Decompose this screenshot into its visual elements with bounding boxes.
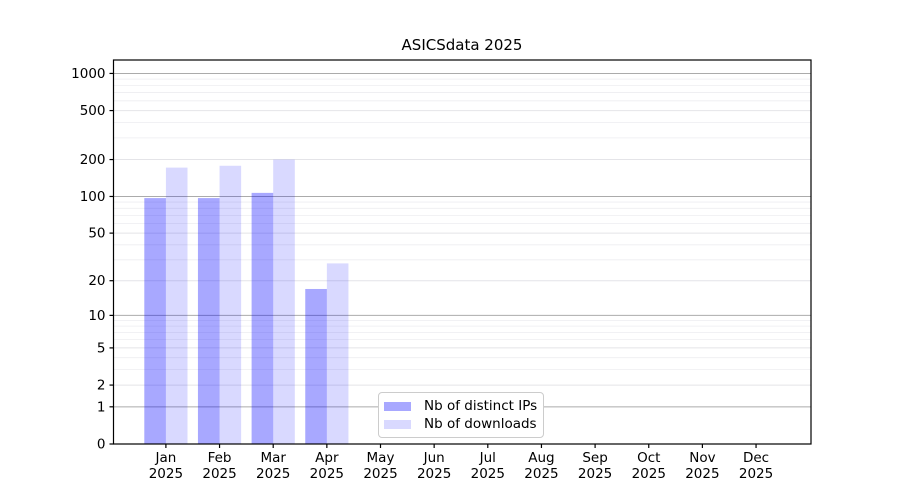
x-tick-label-year: 2025 xyxy=(310,466,344,482)
y-tick-label: 5 xyxy=(97,340,106,356)
x-tick-label-year: 2025 xyxy=(256,466,290,482)
x-tick-label-year: 2025 xyxy=(149,466,183,482)
x-tick-label-month: Mar xyxy=(260,450,286,466)
y-tick-label: 200 xyxy=(80,152,106,168)
axes-spines xyxy=(112,59,812,445)
y-tick-label: 1000 xyxy=(71,66,105,82)
bar-nb-of-downloads-apr xyxy=(326,263,349,444)
x-tick-label-month: Aug xyxy=(528,450,554,466)
x-tick-label-month: Nov xyxy=(689,450,715,466)
y-tick-label: 20 xyxy=(88,273,105,289)
legend-swatch-icon xyxy=(384,401,411,411)
x-tick-label-month: Jul xyxy=(479,450,496,466)
x-tick-label-month: Dec xyxy=(743,450,769,466)
chart-title: ASICSdata 2025 xyxy=(401,36,523,54)
bar-nb-of-distinct-ips-jan xyxy=(144,198,166,444)
x-tick-label-month: Feb xyxy=(208,450,232,466)
bar-nb-of-downloads-jan xyxy=(165,167,188,444)
legend-item: Nb of downloads xyxy=(384,415,541,433)
x-tick-label-year: 2025 xyxy=(685,466,719,482)
x-tick-label-month: Sep xyxy=(582,450,607,466)
y-tick-label: 1 xyxy=(97,399,106,415)
x-tick-label-year: 2025 xyxy=(578,466,612,482)
x-tick-label-month: Jan xyxy=(154,450,176,466)
x-tick-label-month: Jun xyxy=(423,450,445,466)
y-tick-label: 10 xyxy=(88,308,105,324)
x-tick-label-month: Oct xyxy=(637,450,660,466)
x-tick-label-year: 2025 xyxy=(632,466,666,482)
x-tick-label-year: 2025 xyxy=(417,466,451,482)
legend-box: Nb of distinct IPs Nb of downloads xyxy=(378,392,544,438)
y-tick-label: 100 xyxy=(80,189,106,205)
legend-label: Nb of distinct IPs xyxy=(424,398,538,414)
x-tick-label-year: 2025 xyxy=(524,466,558,482)
x-tick-label-year: 2025 xyxy=(471,466,505,482)
y-tick-label: 0 xyxy=(97,437,106,453)
y-tick-label: 2 xyxy=(97,378,106,394)
bar-nb-of-distinct-ips-apr xyxy=(305,288,327,444)
legend-swatch-icon xyxy=(384,419,411,429)
x-tick-label-month: Apr xyxy=(315,450,339,466)
x-tick-label-year: 2025 xyxy=(739,466,773,482)
legend-item: Nb of distinct IPs xyxy=(384,397,541,415)
x-tick-label-month: May xyxy=(367,450,395,466)
bar-nb-of-downloads-feb xyxy=(219,165,242,444)
bar-nb-of-distinct-ips-feb xyxy=(197,198,220,444)
y-tick-label: 500 xyxy=(80,103,106,119)
legend-label: Nb of downloads xyxy=(424,416,537,432)
bar-nb-of-downloads-mar xyxy=(273,159,295,444)
bar-nb-of-distinct-ips-mar xyxy=(251,192,274,444)
x-tick-label-year: 2025 xyxy=(363,466,397,482)
x-tick-label-year: 2025 xyxy=(202,466,236,482)
y-tick-label: 50 xyxy=(88,226,105,242)
